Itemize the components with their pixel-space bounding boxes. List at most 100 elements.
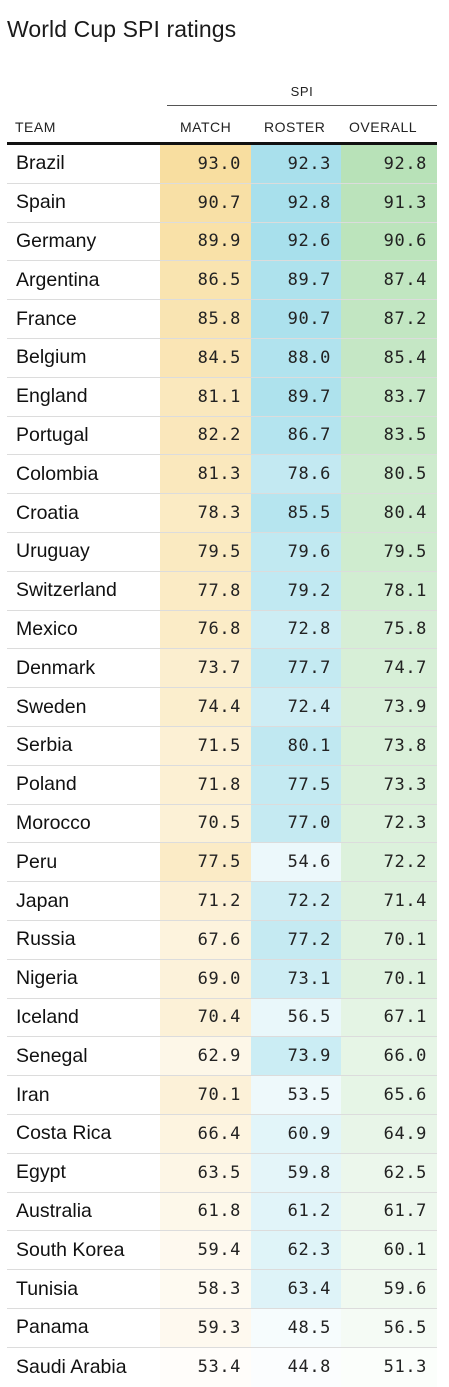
table-row: England 81.1 89.7 83.7 <box>7 377 437 417</box>
table-row: Poland 71.8 77.5 73.3 <box>7 765 437 805</box>
overall-cell: 85.4 <box>341 338 437 377</box>
table-row: Russia 67.6 77.2 70.1 <box>7 920 437 960</box>
match-cell: 81.3 <box>160 455 251 494</box>
match-cell: 90.7 <box>160 183 251 222</box>
overall-cell: 51.3 <box>341 1347 437 1387</box>
table-row: Tunisia 58.3 63.4 59.6 <box>7 1270 437 1309</box>
overall-cell: 72.2 <box>341 843 437 882</box>
roster-cell: 77.2 <box>251 920 341 959</box>
match-cell: 71.5 <box>160 726 251 765</box>
team-name: Mexico <box>16 617 78 640</box>
table-row: Senegal 62.9 73.9 66.0 <box>7 1037 437 1077</box>
team-name: Senegal <box>16 1044 88 1067</box>
match-cell: 79.5 <box>160 532 251 571</box>
match-cell: 77.8 <box>160 571 251 610</box>
roster-cell: 56.5 <box>251 998 341 1037</box>
match-cell: 69.0 <box>160 959 251 998</box>
team-name: Costa Rica <box>16 1122 112 1145</box>
overall-cell: 59.6 <box>341 1270 437 1308</box>
table-row: Portugal 82.2 86.7 83.5 <box>7 416 437 456</box>
roster-cell: 77.7 <box>251 649 341 688</box>
match-cell: 70.4 <box>160 998 251 1037</box>
team-name: Saudi Arabia <box>16 1355 127 1378</box>
roster-cell: 61.2 <box>251 1192 341 1231</box>
column-header-overall: OVERALL <box>349 119 418 135</box>
overall-cell: 73.8 <box>341 726 437 765</box>
overall-cell: 74.7 <box>341 649 437 688</box>
table-row: France 85.8 90.7 87.2 <box>7 300 437 339</box>
table-row: Iran 70.1 53.5 65.6 <box>7 1076 437 1115</box>
roster-cell: 77.5 <box>251 765 341 804</box>
match-cell: 86.5 <box>160 261 251 300</box>
team-name: Russia <box>16 928 76 951</box>
team-name: Denmark <box>16 656 96 679</box>
team-name: Japan <box>16 889 70 912</box>
roster-cell: 79.6 <box>251 532 341 571</box>
roster-cell: 63.4 <box>251 1270 341 1308</box>
team-name: Portugal <box>16 423 89 446</box>
roster-cell: 79.2 <box>251 571 341 610</box>
team-name: South Korea <box>16 1238 125 1261</box>
overall-cell: 92.8 <box>341 145 437 183</box>
match-cell: 63.5 <box>160 1153 251 1192</box>
roster-cell: 44.8 <box>251 1347 341 1387</box>
match-cell: 82.2 <box>160 416 251 455</box>
overall-cell: 70.1 <box>341 959 437 998</box>
overall-cell: 62.5 <box>341 1153 437 1192</box>
roster-cell: 88.0 <box>251 338 341 377</box>
team-name: Sweden <box>16 695 87 718</box>
overall-cell: 70.1 <box>341 920 437 959</box>
table-row: Morocco 70.5 77.0 72.3 <box>7 804 437 844</box>
roster-cell: 72.2 <box>251 882 341 920</box>
table-row: Brazil 93.0 92.3 92.8 <box>7 145 437 184</box>
overall-cell: 73.3 <box>341 765 437 804</box>
table-row: Germany 89.9 92.6 90.6 <box>7 222 437 262</box>
team-name: Uruguay <box>16 540 90 563</box>
match-cell: 81.1 <box>160 377 251 416</box>
match-cell: 93.0 <box>160 145 251 183</box>
table-row: Argentina 86.5 89.7 87.4 <box>7 261 437 301</box>
roster-cell: 77.0 <box>251 804 341 843</box>
match-cell: 76.8 <box>160 610 251 649</box>
match-cell: 70.1 <box>160 1076 251 1114</box>
roster-cell: 86.7 <box>251 416 341 455</box>
table-row: Mexico 76.8 72.8 75.8 <box>7 610 437 650</box>
roster-cell: 85.5 <box>251 494 341 532</box>
table-row: Belgium 84.5 88.0 85.4 <box>7 338 437 378</box>
team-name: Panama <box>16 1316 89 1339</box>
match-cell: 70.5 <box>160 804 251 843</box>
overall-cell: 73.9 <box>341 688 437 726</box>
match-cell: 58.3 <box>160 1270 251 1308</box>
overall-cell: 90.6 <box>341 222 437 261</box>
table-row: Sweden 74.4 72.4 73.9 <box>7 688 437 727</box>
team-name: Peru <box>16 850 58 873</box>
column-header-team: TEAM <box>15 119 56 135</box>
match-cell: 71.2 <box>160 882 251 920</box>
match-cell: 84.5 <box>160 338 251 377</box>
table-row: Iceland 70.4 56.5 67.1 <box>7 998 437 1038</box>
match-cell: 61.8 <box>160 1192 251 1231</box>
overall-cell: 87.2 <box>341 300 437 338</box>
roster-cell: 60.9 <box>251 1114 341 1153</box>
overall-cell: 60.1 <box>341 1231 437 1270</box>
overall-cell: 91.3 <box>341 183 437 222</box>
overall-cell: 80.4 <box>341 494 437 532</box>
team-name: Nigeria <box>16 967 78 990</box>
team-name: Belgium <box>16 346 87 369</box>
overall-cell: 83.5 <box>341 416 437 455</box>
team-name: Switzerland <box>16 579 117 602</box>
roster-cell: 78.6 <box>251 455 341 494</box>
roster-cell: 90.7 <box>251 300 341 338</box>
match-cell: 78.3 <box>160 494 251 532</box>
overall-cell: 71.4 <box>341 882 437 920</box>
team-name: Croatia <box>16 501 79 524</box>
roster-cell: 48.5 <box>251 1308 341 1347</box>
roster-cell: 92.8 <box>251 183 341 222</box>
overall-cell: 65.6 <box>341 1076 437 1114</box>
overall-cell: 64.9 <box>341 1114 437 1153</box>
team-name: Morocco <box>16 811 91 834</box>
chart-title: World Cup SPI ratings <box>7 16 237 42</box>
overall-cell: 78.1 <box>341 571 437 610</box>
match-cell: 77.5 <box>160 843 251 882</box>
team-name: Germany <box>16 229 97 252</box>
